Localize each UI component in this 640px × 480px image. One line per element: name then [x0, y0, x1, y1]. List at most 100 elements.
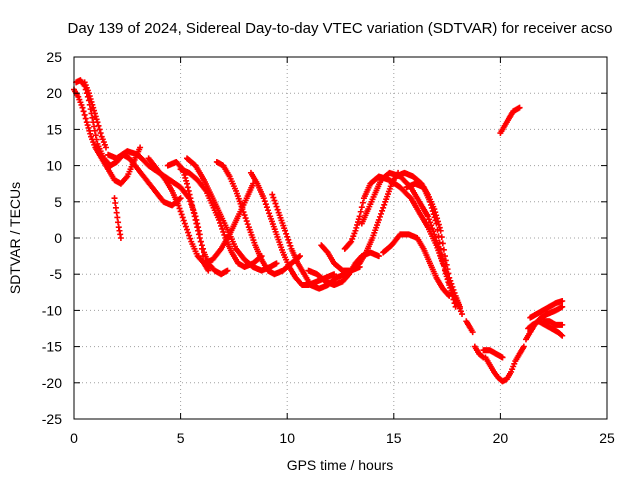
data-point — [262, 201, 269, 208]
data-point — [117, 235, 124, 241]
chart-title: Day 139 of 2024, Sidereal Day-to-day VTE… — [68, 20, 613, 37]
data-point — [431, 231, 438, 238]
x-tick-label: 5 — [177, 430, 185, 446]
data-point — [85, 90, 92, 97]
data-point — [102, 144, 109, 151]
series-arc-2 — [73, 77, 184, 209]
data-point — [428, 205, 435, 212]
data-point — [559, 297, 566, 304]
data-point — [429, 225, 436, 232]
data-point — [271, 197, 278, 204]
data-point — [86, 127, 93, 134]
data-point — [427, 198, 434, 205]
data-point — [189, 202, 196, 209]
data-point — [284, 233, 291, 240]
data-point — [331, 271, 338, 278]
data-point — [354, 221, 361, 228]
data-point — [424, 213, 431, 220]
data-point — [438, 234, 445, 241]
data-point — [429, 208, 436, 215]
data-point — [375, 253, 382, 260]
data-point — [286, 239, 293, 246]
x-tick-label: 20 — [493, 430, 509, 446]
data-point — [357, 208, 364, 215]
data-point — [195, 227, 202, 234]
data-point — [182, 174, 189, 181]
series-arc-22 — [480, 347, 506, 361]
data-point — [438, 251, 445, 258]
series-arc-27 — [527, 297, 566, 321]
axis-ticks: 0 5 10 15 20 25 -25 -20 -15 -10 -5 0 5 10 15 20 25 — [42, 49, 615, 446]
series-arc-14 — [318, 169, 402, 274]
data-point — [439, 256, 446, 263]
data-point — [432, 217, 439, 224]
data-point — [219, 225, 226, 232]
data-point — [432, 234, 439, 241]
data-point — [353, 224, 360, 231]
data-point — [520, 343, 527, 350]
data-series — [71, 77, 566, 385]
data-point — [189, 206, 196, 213]
data-point — [187, 235, 194, 242]
y-tick-label: -25 — [42, 411, 62, 427]
series-arc-4 — [111, 195, 124, 241]
data-point — [83, 119, 90, 126]
data-point — [82, 115, 89, 122]
data-point — [185, 229, 192, 236]
data-point — [436, 239, 443, 246]
data-point — [516, 104, 523, 111]
y-tick-label: 25 — [46, 49, 62, 65]
data-point — [435, 233, 442, 240]
data-point — [137, 144, 144, 151]
data-point — [97, 130, 104, 137]
x-tick-label: 15 — [386, 430, 402, 446]
y-tick-label: -5 — [50, 266, 63, 282]
data-point — [444, 276, 451, 283]
data-point — [90, 104, 97, 111]
data-point — [80, 108, 87, 115]
data-point — [445, 291, 452, 298]
data-point — [183, 177, 190, 184]
data-point — [198, 242, 205, 249]
data-point — [380, 204, 387, 211]
series-arc-17 — [380, 231, 453, 299]
data-point — [283, 230, 290, 237]
data-point — [433, 237, 440, 244]
data-point — [191, 213, 198, 220]
y-tick-label: 20 — [46, 85, 62, 101]
data-point — [177, 195, 184, 202]
data-point — [91, 107, 98, 114]
data-point — [239, 206, 246, 213]
data-point — [431, 214, 438, 221]
data-point — [199, 245, 206, 252]
data-point — [175, 202, 182, 209]
data-point — [84, 122, 91, 129]
data-point — [178, 211, 185, 218]
data-point — [440, 246, 447, 253]
data-point — [273, 260, 280, 267]
data-point — [441, 267, 448, 274]
data-point — [182, 223, 189, 230]
data-point — [87, 95, 94, 102]
data-point — [443, 273, 450, 280]
data-point — [197, 238, 204, 245]
data-point — [93, 116, 100, 123]
data-point — [183, 226, 190, 233]
series-arc-28 — [540, 318, 566, 328]
data-point — [185, 187, 192, 194]
data-point — [381, 201, 388, 208]
data-point — [266, 210, 273, 217]
data-point — [378, 210, 385, 217]
plot-frame — [73, 56, 608, 420]
data-point — [379, 207, 386, 214]
data-point — [180, 217, 187, 224]
data-point — [439, 240, 446, 247]
data-point — [273, 203, 280, 210]
data-point — [88, 98, 95, 105]
data-point — [193, 220, 200, 227]
data-point — [558, 331, 565, 338]
data-point — [89, 114, 96, 121]
data-point — [459, 311, 466, 318]
data-point — [376, 213, 383, 220]
data-point — [188, 198, 195, 205]
